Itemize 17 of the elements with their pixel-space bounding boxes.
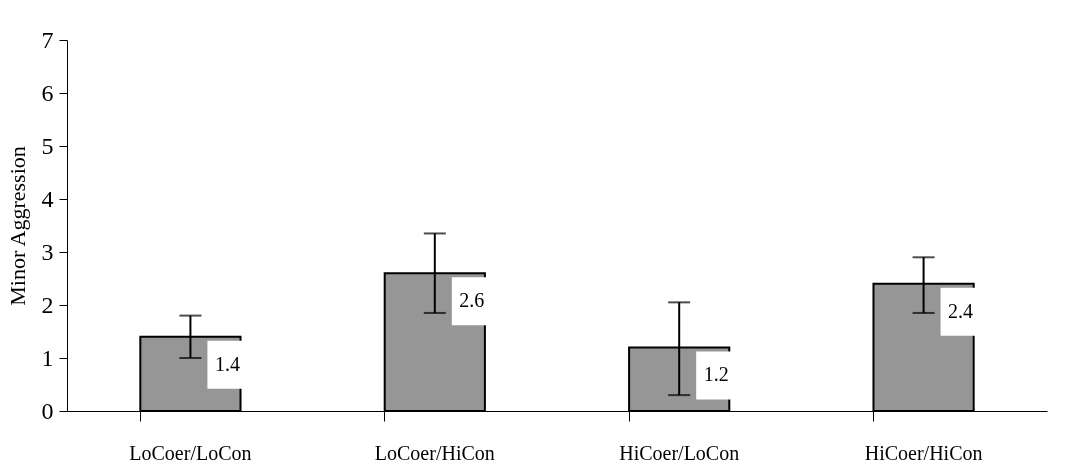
y-tick-label: 0 <box>41 397 54 424</box>
x-tick-label: LoCoer/HiCon <box>374 441 495 464</box>
data-label: 2.4 <box>948 299 974 322</box>
y-axis-title: Minor Aggression <box>4 146 30 306</box>
y-tick-label: 4 <box>41 185 54 212</box>
x-tick-label: HiCoer/HiCon <box>864 441 983 464</box>
y-tick-label: 1 <box>41 344 54 371</box>
data-label: 1.4 <box>214 352 240 375</box>
x-tick-label: LoCoer/LoCon <box>129 441 252 464</box>
x-tick-label: HiCoer/LoCon <box>619 441 740 464</box>
data-label: 1.2 <box>703 363 729 386</box>
y-tick-label: 2 <box>41 291 54 318</box>
y-tick-label: 5 <box>41 132 54 159</box>
y-tick-label: 3 <box>41 238 54 265</box>
data-label: 2.6 <box>459 289 485 312</box>
y-tick-label: 6 <box>41 79 54 106</box>
y-tick-label: 7 <box>41 26 54 53</box>
